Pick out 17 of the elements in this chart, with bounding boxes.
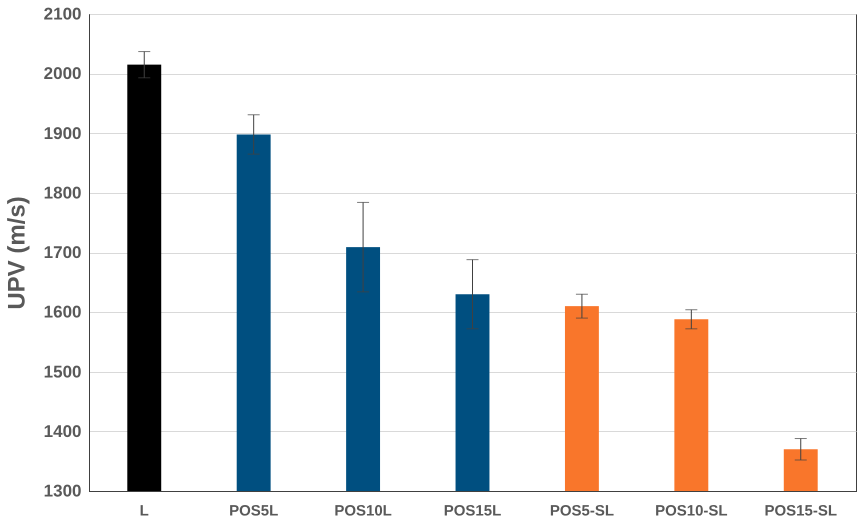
y-tick-label: 1800 bbox=[44, 183, 82, 202]
y-tick-label: 1600 bbox=[44, 302, 82, 322]
x-tick-label: POS15-SL bbox=[764, 502, 838, 520]
y-tick-label: 1900 bbox=[44, 124, 82, 143]
x-tick-label: L bbox=[140, 502, 149, 520]
y-tick-label: 1500 bbox=[44, 362, 82, 382]
y-tick-label: 2000 bbox=[44, 64, 82, 84]
x-tick-label: POS15L bbox=[444, 502, 502, 520]
x-tick-label: POS5L bbox=[229, 502, 278, 520]
x-tick-label: POS10-SL bbox=[655, 502, 728, 520]
y-tick-label: 2100 bbox=[44, 4, 82, 24]
y-tick-label: 1300 bbox=[44, 482, 82, 500]
y-tick-label: 1400 bbox=[44, 422, 82, 441]
x-tick-label: POS10L bbox=[334, 502, 392, 520]
y-axis-title: UPV (m/s) bbox=[4, 196, 31, 310]
y-tick-label: 1700 bbox=[44, 243, 82, 262]
x-tick-label: POS5-SL bbox=[550, 502, 614, 520]
